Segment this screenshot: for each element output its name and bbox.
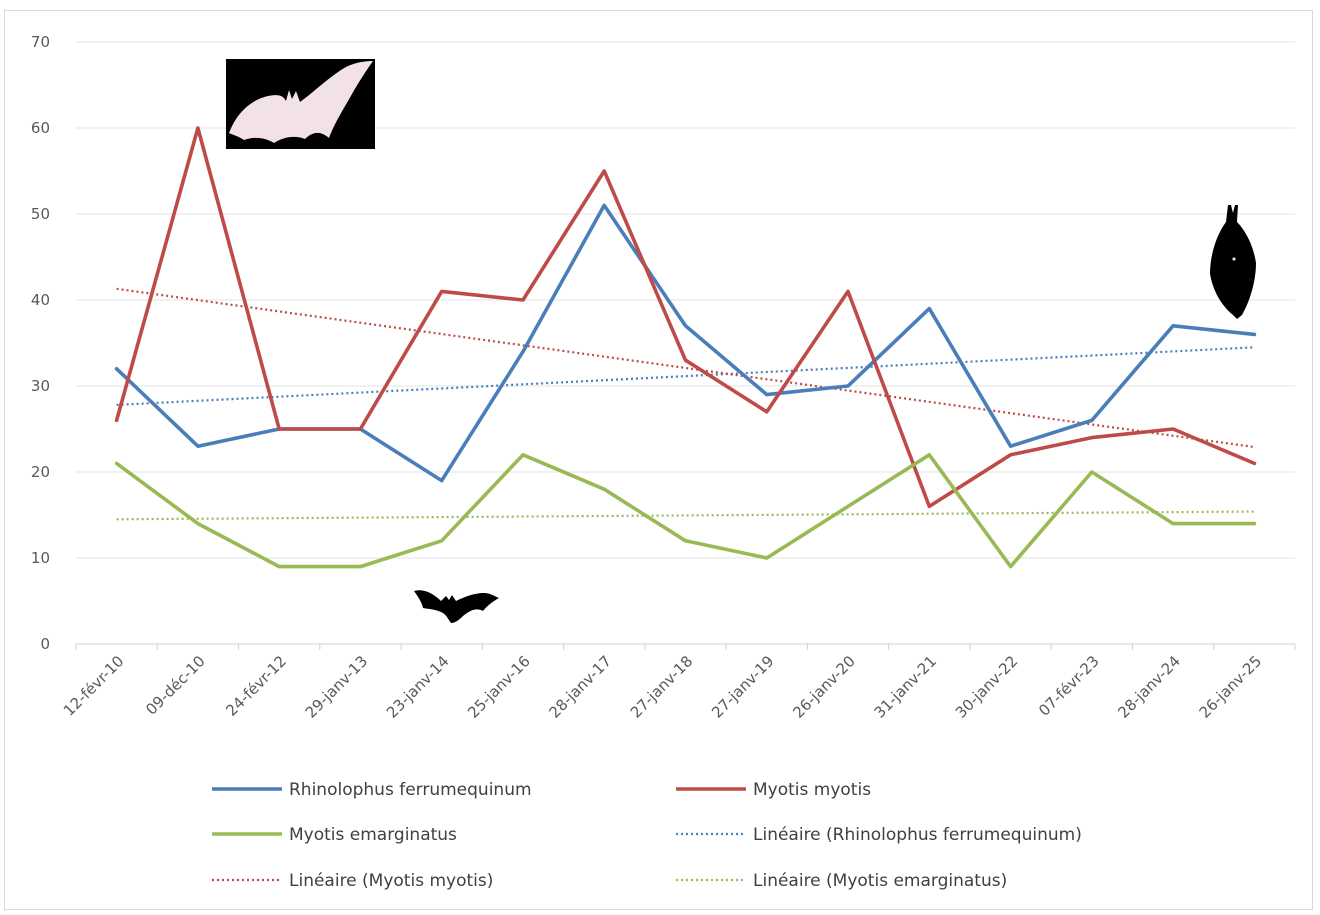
data-point	[521, 453, 525, 456]
x-tick-label: 30-janv-22	[952, 652, 1022, 722]
data-point	[440, 539, 443, 542]
data-point	[1090, 419, 1094, 422]
legend-label: Myotis myotis	[753, 780, 871, 800]
data-point	[765, 556, 768, 560]
legend-item: Myotis myotis	[676, 780, 871, 800]
x-tick-label: 12-févr-10	[60, 652, 128, 720]
data-point	[846, 384, 850, 388]
legend-label: Myotis emarginatus	[289, 825, 457, 845]
data-point	[440, 290, 443, 293]
legend: Rhinolophus ferrumequinum Myotis myotis My…	[212, 780, 1082, 891]
x-tick-label: 29-janv-13	[302, 652, 372, 722]
x-tick-label: 25-janv-16	[464, 652, 534, 722]
data-point	[115, 419, 118, 422]
trendline-2	[116, 287, 1255, 449]
legend-item: Linéaire (Myotis myotis)	[212, 871, 493, 891]
data-point	[1009, 453, 1012, 456]
data-point	[1171, 324, 1175, 327]
x-tick-label: 31-janv-21	[871, 652, 941, 722]
legend-item: Rhinolophus ferrumequinum	[212, 780, 532, 800]
x-tick-label: 26-janv-20	[789, 652, 859, 722]
y-tick-label: 50	[31, 205, 50, 223]
data-point	[928, 453, 931, 456]
data-point	[684, 324, 687, 327]
data-point	[1090, 470, 1094, 474]
data-point	[196, 445, 200, 448]
data-point	[1009, 565, 1012, 568]
data-point	[603, 488, 606, 491]
data-point	[440, 479, 443, 482]
bat-flying-black-icon	[414, 590, 499, 623]
trendlines	[116, 287, 1255, 521]
data-point	[521, 298, 525, 302]
y-tick-label: 10	[31, 549, 50, 567]
legend-label: Linéaire (Myotis myotis)	[289, 871, 493, 891]
chart-frame	[4, 10, 1313, 910]
x-tick-label: 27-janv-19	[708, 652, 778, 722]
data-point	[1253, 522, 1256, 525]
legend-label: Linéaire (Rhinolophus ferrumequinum)	[753, 825, 1082, 845]
x-tick-label: 28-janv-24	[1114, 652, 1184, 722]
data-point	[1171, 522, 1175, 525]
data-point	[765, 410, 768, 413]
data-point	[277, 565, 281, 568]
data-point	[846, 505, 850, 508]
series-line-2	[114, 126, 1257, 509]
y-tick-label: 40	[31, 291, 50, 309]
y-tick-label: 20	[31, 463, 50, 481]
data-point	[115, 367, 118, 370]
data-point	[521, 350, 525, 353]
data-point	[603, 169, 606, 173]
data-point	[846, 290, 850, 293]
x-tick-label: 28-janv-17	[546, 652, 616, 722]
legend-label: Rhinolophus ferrumequinum	[289, 780, 532, 800]
data-point	[1253, 462, 1256, 465]
data-point	[1253, 333, 1256, 336]
y-tick-label: 0	[40, 635, 50, 653]
data-point	[359, 565, 362, 568]
y-tick-label: 70	[31, 33, 50, 51]
x-tick-label: 23-janv-14	[383, 652, 453, 722]
data-point	[684, 359, 687, 362]
data-point	[115, 462, 118, 465]
data-point	[765, 393, 768, 396]
data-point	[684, 539, 687, 542]
y-axis: 0 10 20 30 40 50 60 70	[31, 33, 50, 653]
legend-item: Linéaire (Rhinolophus ferrumequinum)	[676, 825, 1082, 845]
legend-item: Linéaire (Myotis emarginatus)	[676, 871, 1007, 891]
y-tick-label: 30	[31, 377, 50, 395]
x-tick-label: 26-janv-25	[1196, 652, 1266, 722]
x-tick-label: 07-févr-23	[1035, 652, 1103, 720]
series-lines	[114, 126, 1257, 569]
data-point	[1009, 445, 1012, 448]
data-point	[277, 427, 281, 431]
bat-flying-pink-icon	[226, 59, 375, 149]
x-tick-label: 09-déc-10	[142, 652, 208, 718]
legend-item: Myotis emarginatus	[212, 825, 457, 845]
data-point	[196, 126, 200, 130]
data-point	[928, 505, 931, 508]
x-tick-label: 24-févr-12	[222, 652, 290, 720]
x-axis: 12-févr-10 09-déc-10 24-févr-12 29-janv-13 2…	[60, 644, 1296, 722]
bat-hanging-icon	[1210, 205, 1256, 319]
data-point	[196, 522, 200, 525]
y-tick-label: 60	[31, 119, 50, 137]
data-point	[928, 307, 931, 310]
trendline-3	[116, 510, 1255, 521]
x-tick-label: 27-janv-18	[627, 652, 697, 722]
legend-label: Linéaire (Myotis emarginatus)	[753, 871, 1007, 891]
data-point	[603, 204, 606, 207]
data-point	[1171, 427, 1175, 431]
data-point	[1090, 436, 1094, 439]
data-point	[359, 427, 362, 431]
